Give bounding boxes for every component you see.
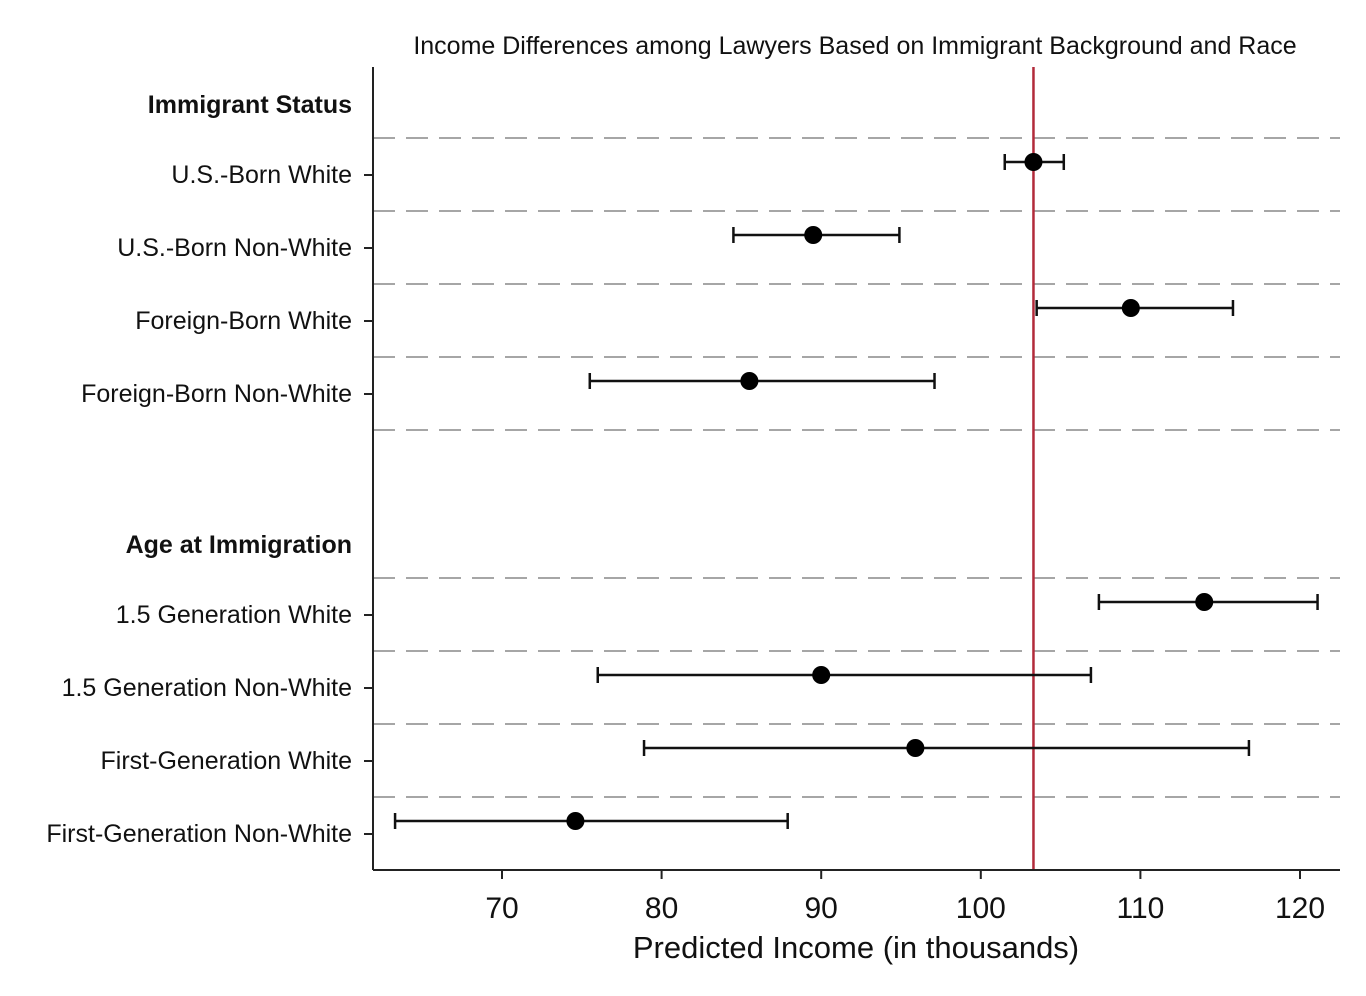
estimate-point <box>566 812 585 830</box>
x-tick-label: 80 <box>645 892 678 925</box>
estimate-point <box>804 226 823 244</box>
chart-title: Income Differences among Lawyers Based o… <box>413 32 1296 60</box>
estimates <box>393 153 1319 830</box>
row-label: U.S.-Born Non-White <box>117 234 352 262</box>
x-axis-title: Predicted Income (in thousands) <box>633 930 1079 965</box>
group-label: Age at Immigration <box>126 531 352 559</box>
row-label: First-Generation White <box>101 747 352 775</box>
row-label: Foreign-Born White <box>135 307 352 335</box>
row-label: 1.5 Generation Non-White <box>62 674 352 702</box>
estimate-point <box>906 739 925 757</box>
axes: 70 80 90 100 110 120 <box>364 67 1340 925</box>
grid-lines <box>373 137 1340 871</box>
x-tick-label: 110 <box>1116 892 1164 925</box>
estimate-point <box>812 666 831 684</box>
row-label: 1.5 Generation White <box>116 601 352 629</box>
estimate-point <box>1024 153 1043 171</box>
estimate-point <box>740 372 759 390</box>
estimate-point <box>1121 299 1140 317</box>
row-labels: Immigrant Status U.S.-Born White U.S.-Born… <box>46 91 352 848</box>
x-tick-label: 90 <box>805 892 838 925</box>
x-tick-label: 100 <box>956 892 1006 925</box>
estimate-point <box>1195 593 1214 611</box>
row-label: First-Generation Non-White <box>46 820 352 848</box>
group-label: Immigrant Status <box>148 91 352 119</box>
x-tick-label: 70 <box>485 892 518 925</box>
row-label: Foreign-Born Non-White <box>81 380 352 408</box>
x-tick-label: 120 <box>1275 892 1325 925</box>
row-label: U.S.-Born White <box>171 161 352 189</box>
